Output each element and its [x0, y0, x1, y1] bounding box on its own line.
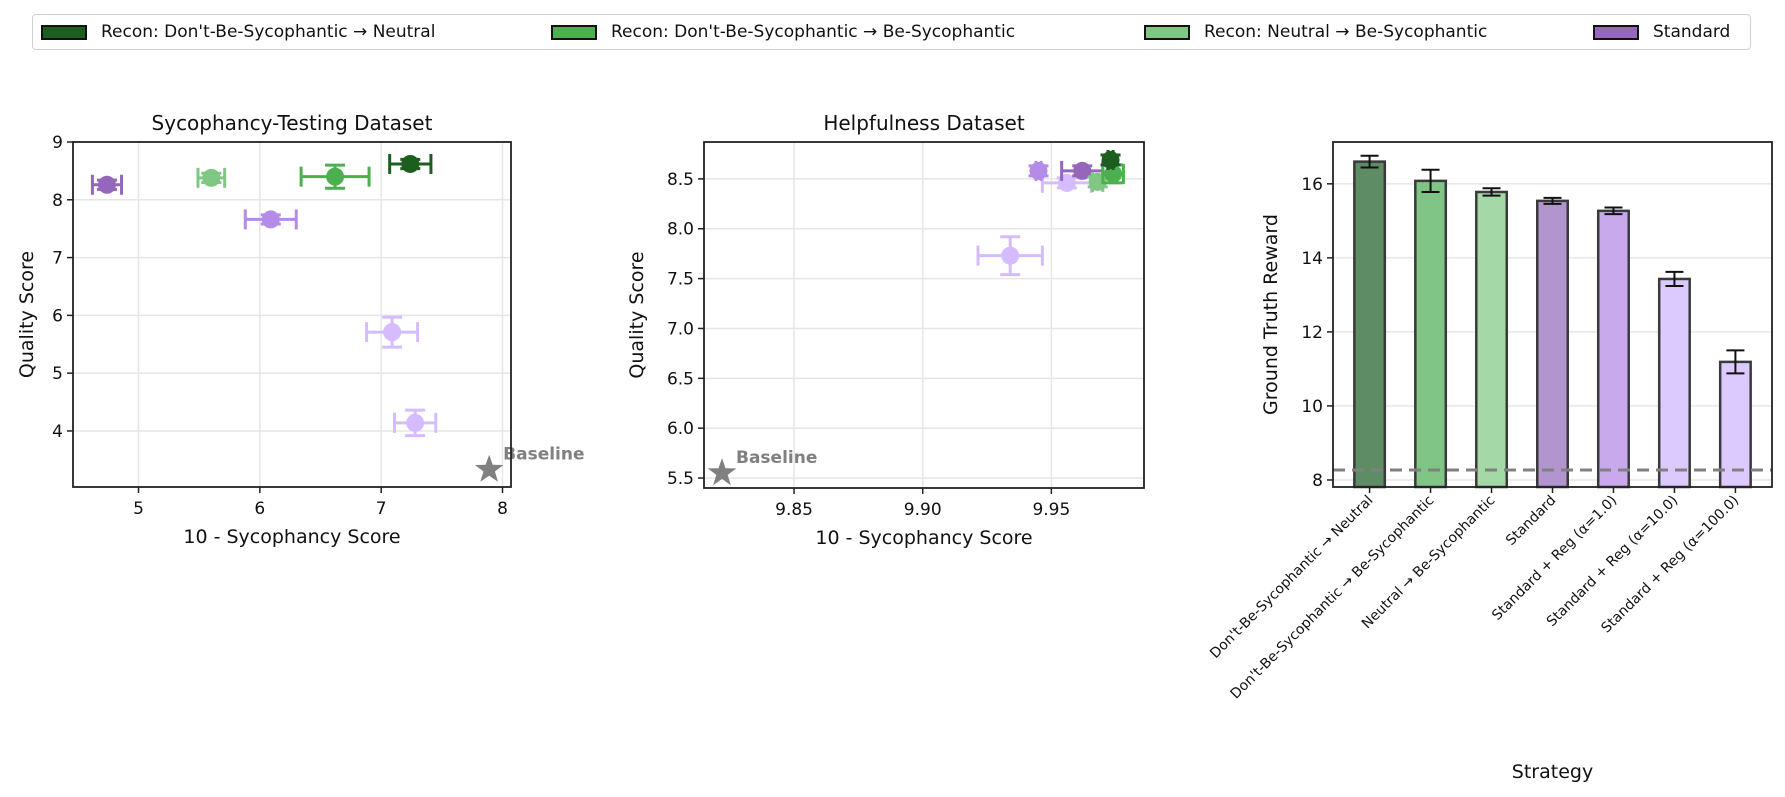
x-axis-label: 10 - Sycophancy Score [815, 527, 1032, 549]
legend-patch [1593, 24, 1639, 40]
legend-label: Recon: Don't-Be-Sycophantic → Be-Sycopha… [611, 22, 1016, 42]
x-tick-label: 9.90 [904, 500, 942, 520]
axes-frame [72, 141, 512, 488]
legend-item-dont-be-syco-to-be-syco: Recon: Don't-Be-Sycophantic → Be-Sycopha… [551, 15, 1015, 49]
x-tick-label: 8 [497, 499, 508, 519]
chart-panel-2: 5.5 6.0 6.5 7.0 7.5 8.0 8.5 9.85 9.90 9.95 Baselin… [626, 111, 1145, 549]
chart-title: Helpfulness Dataset [823, 111, 1025, 135]
legend-patch [551, 24, 597, 40]
data-point [326, 167, 345, 186]
y-tick-label: 8 [52, 191, 63, 211]
legend: Recon: Don't-Be-Sycophantic → Neutral Re… [32, 14, 1751, 50]
y-tick-label: 14 [1301, 249, 1323, 269]
legend-item-dont-be-syco-to-neutral: Recon: Don't-Be-Sycophantic → Neutral [41, 15, 435, 49]
bar [1414, 179, 1448, 489]
y-tick-label: 7 [52, 249, 63, 269]
data-point [1001, 246, 1020, 265]
x-tick-label: Standard [1503, 493, 1559, 549]
y-tick-label: 8.0 [667, 220, 694, 240]
bar [1536, 199, 1569, 489]
data-point-group [299, 163, 371, 190]
x-axis-label: 10 - Sycophancy Score [183, 526, 400, 548]
data-point-group [196, 167, 227, 188]
y-tick-label: 9 [52, 133, 63, 153]
y-axis-label: Quality Score [16, 251, 38, 378]
baseline-label: Baseline [736, 448, 817, 468]
baseline-star-marker [707, 458, 737, 486]
x-axis-label: Strategy [1512, 761, 1593, 783]
data-point [383, 323, 402, 342]
bar [1718, 360, 1752, 489]
y-tick-label: 8 [1312, 471, 1323, 491]
legend-item-neutral-to-be-syco: Recon: Neutral → Be-Sycophantic [1144, 15, 1487, 49]
data-point-group [976, 235, 1044, 277]
y-tick-label: 6.0 [667, 419, 694, 439]
legend-patch [41, 24, 87, 40]
data-point-group [393, 408, 438, 438]
bar [1657, 277, 1691, 489]
data-point [1029, 161, 1048, 180]
data-point [1101, 150, 1120, 169]
legend-label: Recon: Don't-Be-Sycophantic → Neutral [101, 22, 436, 42]
x-tick-label: 9.95 [1032, 500, 1070, 520]
y-axis-label: Ground Truth Reward [1260, 214, 1282, 415]
bar [1596, 209, 1630, 489]
chart-panel-1: 4 5 6 7 8 9 5 6 7 8 Baseline Sycophancy-Testing Dat… [16, 111, 585, 548]
data-point [401, 154, 420, 173]
y-tick-label: 4 [52, 422, 63, 442]
y-tick-label: 10 [1301, 397, 1323, 417]
y-tick-label: 5 [52, 364, 63, 384]
y-tick-label: 6 [52, 306, 63, 326]
data-point [202, 168, 221, 187]
y-tick-label: 12 [1301, 323, 1323, 343]
data-point-group [388, 153, 433, 174]
y-tick-label: 16 [1301, 175, 1323, 195]
data-point [97, 175, 116, 194]
legend-label: Recon: Neutral → Be-Sycophantic [1204, 22, 1488, 42]
data-point-group [243, 209, 298, 230]
axes-frame [1332, 141, 1773, 488]
y-tick-label: 6.5 [667, 369, 694, 389]
data-point-group [1028, 160, 1049, 181]
y-tick-label: 7.5 [667, 270, 694, 290]
x-tick-label: 5 [133, 499, 144, 519]
legend-label: Standard [1653, 22, 1731, 42]
y-tick-label: 8.5 [667, 170, 694, 190]
baseline-star-marker [474, 454, 504, 482]
x-tick-label: Neutral → Be-Sycophantic [1359, 493, 1499, 633]
y-axis-label: Quality Score [626, 251, 648, 378]
data-point [261, 210, 280, 229]
x-tick-label: 7 [376, 499, 387, 519]
data-point-group [90, 174, 124, 195]
y-tick-label: 7.0 [667, 319, 694, 339]
axes-frame [703, 141, 1145, 489]
baseline-label: Baseline [503, 445, 584, 465]
data-point-group [1100, 149, 1121, 170]
y-tick-label: 5.5 [667, 469, 694, 489]
data-point-group [365, 315, 420, 349]
legend-patch [1144, 24, 1190, 40]
x-tick-label: 6 [254, 499, 265, 519]
x-tick-label: Standard + Reg (α=1.0) [1489, 493, 1620, 624]
x-tick-label: 9.85 [775, 500, 813, 520]
chart-title: Sycophancy-Testing Dataset [152, 111, 433, 135]
bar [1475, 190, 1509, 489]
legend-item-standard: Standard [1593, 15, 1730, 49]
bar [1353, 160, 1387, 489]
data-point [406, 413, 425, 432]
x-tick-label: Standard + Reg (α=10.0) [1544, 493, 1681, 630]
data-point [1073, 161, 1092, 180]
